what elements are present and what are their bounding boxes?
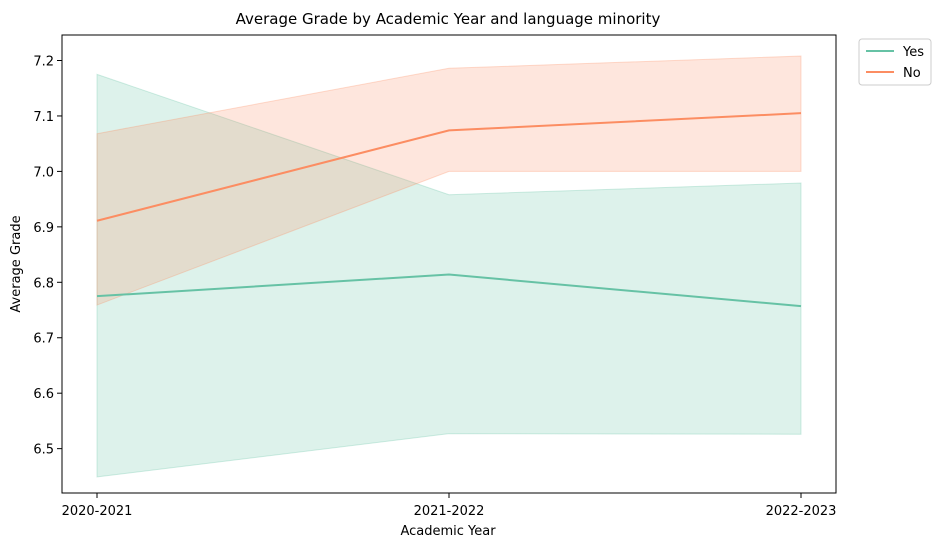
x-tick-label: 2020-2021	[62, 504, 133, 519]
y-tick-label: 6.9	[33, 221, 54, 236]
x-axis: 2020-2021 2021-2022 2022-2023	[62, 493, 837, 519]
legend-label-yes: Yes	[902, 45, 924, 60]
series-line-yes	[96, 273, 802, 308]
y-axis: 6.5 6.6 6.7 6.8 6.9 7.0 7.1 7.2	[33, 55, 62, 458]
y-tick-label: 6.7	[33, 332, 54, 347]
confidence-band-no	[96, 55, 802, 306]
series-line-no	[96, 112, 802, 222]
y-tick-label: 6.5	[33, 443, 54, 458]
x-axis-label: Academic Year	[400, 524, 496, 539]
y-tick-label: 7.1	[33, 110, 54, 125]
y-tick-label: 6.6	[33, 387, 54, 402]
legend-label-no: No	[903, 66, 921, 81]
x-tick-label: 2022-2023	[766, 504, 837, 519]
y-tick-label: 7.2	[33, 55, 54, 70]
chart-title: Average Grade by Academic Year and langu…	[236, 10, 661, 28]
legend: Yes No	[858, 38, 932, 86]
y-tick-label: 6.8	[33, 276, 54, 291]
y-tick-label: 7.0	[33, 165, 54, 180]
series-lines	[96, 112, 802, 308]
x-tick-label: 2021-2022	[414, 504, 485, 519]
y-axis-label: Average Grade	[9, 215, 24, 312]
